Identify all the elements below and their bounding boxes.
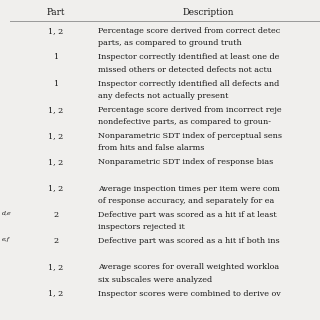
Text: six subscales were analyzed: six subscales were analyzed <box>98 276 212 284</box>
Text: 1, 2: 1, 2 <box>48 263 64 271</box>
Text: 1: 1 <box>53 53 59 61</box>
Text: nondefective parts, as compared to groun-: nondefective parts, as compared to groun… <box>98 118 271 126</box>
Text: parts, as compared to ground truth: parts, as compared to ground truth <box>98 39 241 47</box>
Text: Description: Description <box>182 8 234 17</box>
Text: of response accuracy, and separately for ea: of response accuracy, and separately for… <box>98 197 274 205</box>
Text: Part: Part <box>47 8 65 17</box>
Text: Nonparametric SDT index of response bias: Nonparametric SDT index of response bias <box>98 158 273 166</box>
Text: Average scores for overall weighted workloa: Average scores for overall weighted work… <box>98 263 279 271</box>
Text: 2: 2 <box>53 211 59 219</box>
Text: Inspector scores were combined to derive ov: Inspector scores were combined to derive… <box>98 290 280 298</box>
Text: 1, 2: 1, 2 <box>48 185 64 193</box>
Text: 1, 2: 1, 2 <box>48 158 64 166</box>
Text: any defects not actually present: any defects not actually present <box>98 92 228 100</box>
Text: 1, 2: 1, 2 <box>48 27 64 35</box>
Text: Inspector correctly identified at least one de: Inspector correctly identified at least … <box>98 53 279 61</box>
Text: inspectors rejected it: inspectors rejected it <box>98 223 184 231</box>
Text: 1, 2: 1, 2 <box>48 106 64 114</box>
Text: 1, 2: 1, 2 <box>48 132 64 140</box>
Text: 1, 2: 1, 2 <box>48 290 64 298</box>
Text: Defective part was scored as a hit if at least: Defective part was scored as a hit if at… <box>98 211 279 219</box>
Text: Nonparametric SDT index of perceptual sens: Nonparametric SDT index of perceptual se… <box>98 132 282 140</box>
Text: Average inspection times per item were com: Average inspection times per item were c… <box>98 185 279 193</box>
Text: e,f: e,f <box>2 237 10 242</box>
Text: Defective part was scored as a hit if both ins: Defective part was scored as a hit if bo… <box>98 237 279 245</box>
Text: d,e: d,e <box>2 211 11 216</box>
Text: Inspector correctly identified all defects and: Inspector correctly identified all defec… <box>98 80 279 88</box>
Text: Percentage score derived from incorrect reje: Percentage score derived from incorrect … <box>98 106 281 114</box>
Text: Percentage score derived from correct detec: Percentage score derived from correct de… <box>98 27 280 35</box>
Text: from hits and false alarms: from hits and false alarms <box>98 144 204 152</box>
Text: 1: 1 <box>53 80 59 88</box>
Text: missed others or detected defects not actu: missed others or detected defects not ac… <box>98 66 272 74</box>
Text: 2: 2 <box>53 237 59 245</box>
